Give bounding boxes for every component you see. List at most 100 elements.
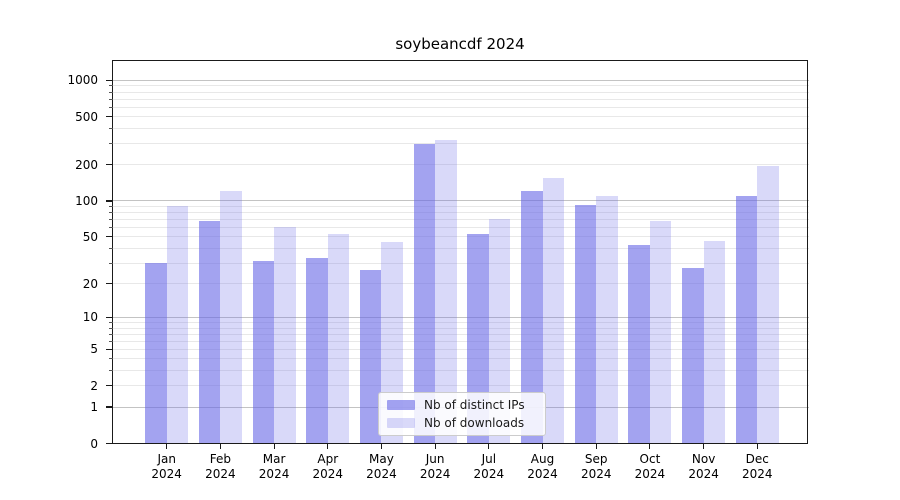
legend-label-downloads: Nb of downloads: [424, 415, 525, 430]
chart-title: soybeancdf 2024: [395, 35, 525, 53]
y-minortick: [109, 322, 113, 323]
bar-oct-downloads: [649, 220, 672, 444]
y-minortick: [109, 358, 113, 360]
y-tick-500: [106, 116, 113, 118]
gridline-major-1000: [112, 79, 809, 81]
legend: Nb of distinct IPs Nb of downloads: [378, 392, 546, 436]
y-tick-label-200: 200: [75, 157, 98, 172]
gridline-major-10: [112, 316, 809, 318]
x-tick-label-12: Dec 2024: [742, 451, 773, 481]
legend-swatch-downloads: [387, 418, 415, 428]
bar-sep-distinct-ips: [574, 204, 597, 444]
x-tick-5: [380, 443, 382, 449]
bar-oct-distinct-ips: [628, 244, 650, 444]
bar-apr-downloads: [327, 233, 350, 444]
gridline-minor: [112, 262, 809, 264]
bar-jul-downloads: [488, 219, 511, 444]
bar-feb-downloads: [220, 190, 242, 444]
gridline-minor: [112, 143, 809, 145]
y-tick-label-20: 20: [82, 276, 98, 291]
legend-swatch-distinct-ips: [387, 400, 415, 410]
x-tick-label-7: Jul 2024: [473, 451, 505, 481]
gridline-minor: [112, 348, 809, 350]
x-tick-label-4: Apr 2024: [312, 451, 344, 481]
gridline-minor: [112, 236, 809, 238]
x-tick-7: [488, 443, 490, 449]
gridline-minor: [112, 116, 809, 118]
x-tick-label-2: Feb 2024: [205, 451, 236, 481]
gridline-minor: [112, 106, 809, 108]
bar-dec-downloads: [757, 165, 779, 444]
gridline-minor: [112, 370, 809, 372]
y-minortick: [109, 98, 113, 100]
x-tick-9: [595, 443, 597, 449]
y-tick-20: [106, 282, 113, 285]
y-minortick: [109, 218, 113, 220]
legend-item-distinct-ips: Nb of distinct IPs: [387, 397, 537, 412]
gridline-minor: [112, 333, 809, 335]
gridline-minor: [112, 340, 809, 342]
x-tick-6: [434, 443, 436, 449]
y-tick-10: [106, 316, 113, 319]
gridline-minor: [112, 128, 809, 130]
y-tick-label-100: 100: [75, 193, 98, 208]
gridline-minor: [112, 226, 809, 228]
y-minortick: [109, 106, 113, 108]
y-tick-label-2: 2: [90, 378, 98, 393]
y-minortick: [109, 128, 113, 130]
gridline-minor: [112, 85, 809, 87]
x-tick-label-5: May 2024: [366, 451, 397, 481]
y-minortick: [109, 370, 113, 372]
bar-nov-distinct-ips: [682, 268, 704, 444]
bar-mar-distinct-ips: [252, 261, 275, 444]
y-tick-label-0: 0: [90, 436, 98, 451]
gridline-minor: [112, 218, 809, 220]
x-tick-label-3: Mar 2024: [258, 451, 290, 481]
bar-jul-distinct-ips: [467, 233, 489, 444]
gridline-major-100: [112, 200, 809, 202]
bar-aug-distinct-ips: [521, 190, 543, 444]
legend-label-distinct-ips: Nb of distinct IPs: [424, 397, 525, 412]
x-tick-label-9: Sep 2024: [580, 451, 612, 481]
x-tick-label-1: Jan 2024: [151, 451, 182, 481]
x-tick-3: [273, 443, 275, 449]
gridline-minor: [112, 322, 809, 323]
x-tick-label-8: Aug 2024: [527, 451, 558, 481]
y-tick-label-10: 10: [82, 310, 98, 325]
bar-feb-distinct-ips: [198, 220, 221, 444]
x-tick-12: [756, 443, 758, 449]
y-tick-2: [106, 385, 113, 387]
gridline-minor: [112, 164, 809, 166]
x-tick-1: [166, 443, 168, 449]
y-minortick: [109, 91, 113, 93]
y-tick-label-5: 5: [90, 342, 98, 357]
bar-jun-downloads: [435, 140, 457, 444]
y-minortick: [109, 85, 113, 87]
legend-item-downloads: Nb of downloads: [387, 415, 537, 430]
x-tick-label-11: Nov 2024: [688, 451, 719, 481]
bar-jan-downloads: [166, 206, 189, 444]
bar-aug-downloads: [542, 178, 565, 444]
y-tick-label-500: 500: [75, 109, 98, 124]
y-tick-200: [106, 164, 113, 166]
gridline-minor: [112, 358, 809, 360]
bar-mar-downloads: [274, 227, 296, 444]
y-tick-label-50: 50: [82, 229, 98, 244]
y-minortick: [109, 143, 113, 145]
bar-may-distinct-ips: [359, 270, 382, 444]
gridline-minor: [112, 91, 809, 93]
y-tick-0: [106, 442, 113, 445]
y-tick-1000: [106, 79, 113, 82]
bar-dec-distinct-ips: [735, 196, 758, 444]
y-tick-1: [106, 406, 113, 408]
x-tick-label-10: Oct 2024: [634, 451, 666, 481]
x-tick-2: [219, 443, 221, 449]
x-tick-8: [542, 443, 544, 449]
gridline-minor: [112, 212, 809, 214]
y-tick-label-1000: 1000: [67, 73, 98, 88]
y-minortick: [109, 226, 113, 228]
y-tick-5: [106, 348, 113, 350]
x-tick-11: [703, 443, 705, 449]
gridline-minor: [112, 205, 809, 207]
